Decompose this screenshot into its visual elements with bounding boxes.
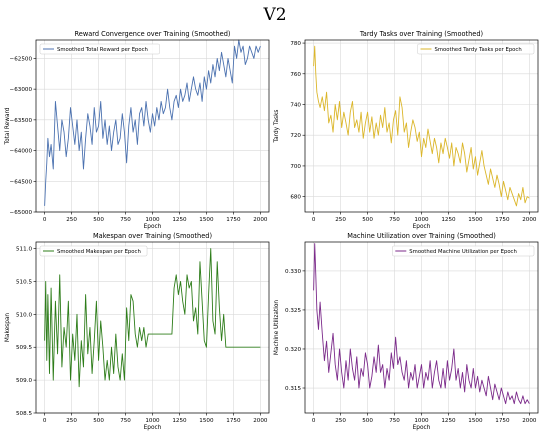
- y-tick-label: −64500: [10, 179, 33, 185]
- y-tick-label: 0.330: [285, 269, 301, 275]
- x-tick-label: 1000: [145, 418, 160, 424]
- chart-title: Makespan over Training (Smoothed): [93, 232, 212, 240]
- x-axis-label: Epoch: [413, 425, 431, 431]
- x-tick-label: 750: [389, 217, 400, 223]
- x-tick-label: 1500: [468, 418, 483, 424]
- x-tick-label: 500: [362, 418, 373, 424]
- x-tick-label: 500: [93, 418, 104, 424]
- y-tick-label: −63500: [10, 118, 33, 124]
- x-tick-label: 250: [335, 418, 346, 424]
- legend-label: Smoothed Tardy Tasks per Epoch: [435, 47, 522, 53]
- y-axis-label: Total Reward: [5, 107, 11, 145]
- x-tick-label: 0: [312, 418, 316, 424]
- legend: Smoothed Total Reward per Epoch: [39, 43, 160, 55]
- legend-label: Smoothed Machine Utilization per Epoch: [409, 249, 517, 255]
- legend-box: [417, 43, 535, 55]
- series-line-1: [313, 45, 530, 207]
- y-tick-label: 740: [290, 103, 301, 109]
- x-tick-label: 1500: [468, 217, 483, 223]
- x-tick-label: 1000: [145, 217, 160, 223]
- x-axis-label: Epoch: [144, 224, 162, 230]
- legend-label: Smoothed Makespan per Epoch: [57, 249, 141, 255]
- x-tick-label: 500: [362, 217, 373, 223]
- x-tick-label: 500: [93, 217, 104, 223]
- x-axis-label: Epoch: [144, 425, 162, 431]
- x-tick-label: 1250: [172, 418, 187, 424]
- y-tick-label: 511.0: [16, 247, 32, 253]
- x-tick-label: 1750: [495, 217, 510, 223]
- y-tick-label: −64000: [10, 149, 33, 155]
- chart-panel-3: 0 250 500 750 1000 1250 1500 1750 2000 508.5 509.0…: [5, 232, 270, 431]
- x-tick-label: 1500: [199, 418, 214, 424]
- x-tick-label: 1750: [226, 217, 241, 223]
- x-tick-label: 250: [66, 418, 77, 424]
- x-tick-label: 2000: [522, 217, 537, 223]
- series-line-1: [44, 39, 261, 206]
- y-axis-label: Tardy Tasks: [274, 110, 280, 144]
- legend-label: Smoothed Total Reward per Epoch: [57, 47, 148, 53]
- y-tick-label: 760: [290, 72, 301, 78]
- x-tick-label: 750: [120, 418, 131, 424]
- x-tick-label: 1000: [414, 217, 429, 223]
- chart-title: Tardy Tasks over Training (Smoothed): [359, 30, 483, 38]
- x-tick-label: 1000: [414, 418, 429, 424]
- y-tick-label: 0.325: [285, 308, 301, 314]
- x-tick-label: 2000: [522, 418, 537, 424]
- x-tick-label: 0: [43, 418, 47, 424]
- chart-panel-2: 0 250 500 750 1000 1250 1500 1750 2000 680 700 720 7…: [274, 30, 539, 230]
- x-tick-label: 2000: [253, 418, 268, 424]
- x-tick-label: 1250: [441, 418, 456, 424]
- y-tick-label: 680: [290, 195, 301, 201]
- y-tick-label: 0.320: [285, 347, 301, 353]
- legend: Smoothed Machine Utilization per Epoch: [392, 245, 535, 257]
- x-tick-label: 1250: [172, 217, 187, 223]
- y-tick-label: 700: [290, 164, 301, 170]
- y-tick-label: 509.5: [16, 345, 32, 351]
- x-tick-label: 250: [66, 217, 77, 223]
- y-tick-label: 0.315: [285, 386, 301, 392]
- legend: Smoothed Makespan per Epoch: [39, 245, 148, 257]
- x-tick-label: 250: [335, 217, 346, 223]
- x-tick-label: 0: [312, 217, 316, 223]
- y-tick-label: 780: [290, 41, 301, 47]
- y-axis-label: Makespan: [5, 313, 11, 343]
- y-tick-label: 510.5: [16, 279, 32, 285]
- y-tick-label: −62500: [10, 56, 33, 62]
- x-tick-label: 2000: [253, 217, 268, 223]
- legend-box: [39, 43, 160, 55]
- legend-box: [39, 245, 148, 257]
- chart-panel-1: 0 250 500 750 1000 1250 1500 1750 2000 −65000 −645…: [5, 30, 270, 230]
- y-tick-label: 720: [290, 133, 301, 139]
- x-tick-label: 1500: [199, 217, 214, 223]
- y-tick-label: 510.0: [16, 312, 32, 318]
- x-tick-label: 0: [43, 217, 47, 223]
- series-line-1: [44, 248, 261, 388]
- legend-box: [392, 245, 535, 257]
- series-line-1: [313, 243, 530, 405]
- y-tick-label: 509.0: [16, 378, 32, 384]
- y-axis-label: Machine Utilization: [274, 300, 280, 355]
- figure-suptitle: V2: [262, 5, 286, 25]
- chart-title: Machine Utilization over Training (Smoot…: [347, 232, 496, 240]
- y-tick-label: 508.5: [16, 411, 32, 417]
- legend: Smoothed Tardy Tasks per Epoch: [417, 43, 535, 55]
- x-axis-label: Epoch: [413, 224, 431, 230]
- chart-title: Reward Convergence over Training (Smooth…: [75, 30, 231, 38]
- chart-panel-4: 0 250 500 750 1000 1250 1500 1750 2000 0.315 0.320…: [274, 232, 539, 431]
- x-tick-label: 1250: [441, 217, 456, 223]
- x-tick-label: 750: [120, 217, 131, 223]
- y-tick-label: −65000: [10, 210, 33, 216]
- y-tick-label: −63000: [10, 87, 33, 93]
- x-tick-label: 1750: [226, 418, 241, 424]
- x-tick-label: 1750: [495, 418, 510, 424]
- x-tick-label: 750: [389, 418, 400, 424]
